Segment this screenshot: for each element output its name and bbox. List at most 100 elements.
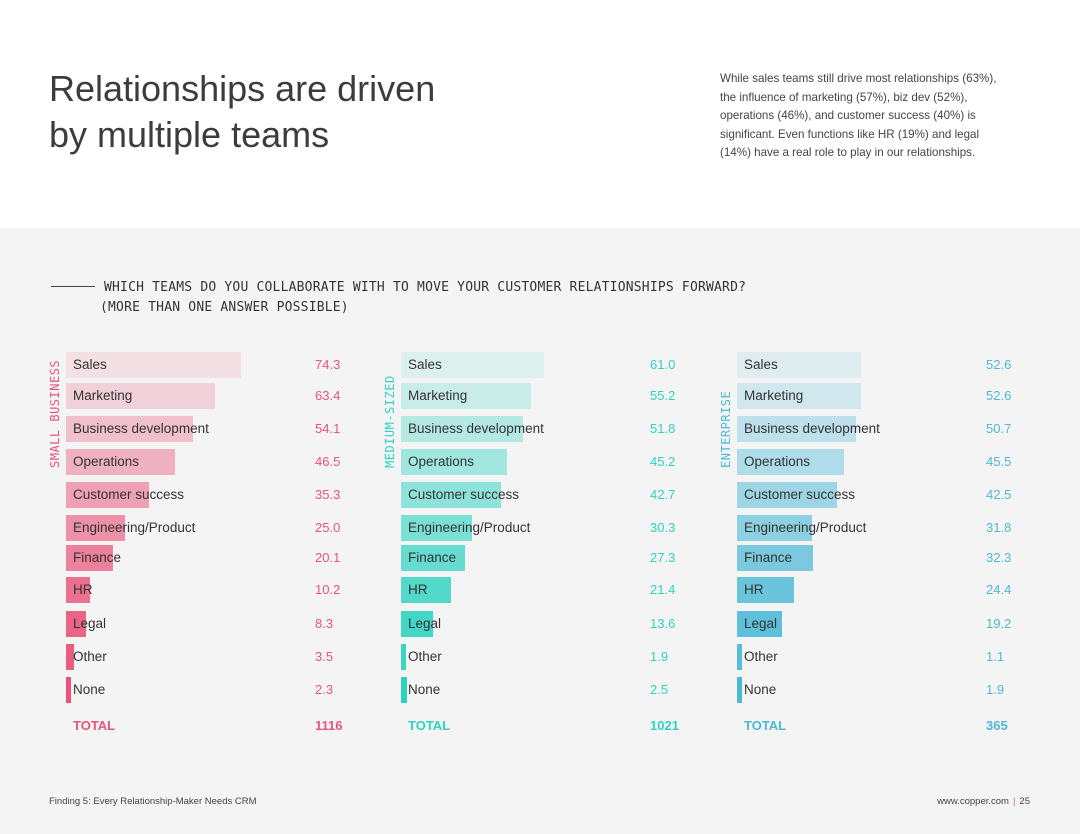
category-label: Legal [744, 616, 778, 631]
value-label: 24.4 [986, 582, 1012, 597]
total-value: 365 [986, 718, 1008, 733]
bar [66, 577, 90, 603]
bar [66, 383, 215, 409]
bar [401, 545, 466, 571]
footer-finding: Finding 5: Every Relationship-Maker Need… [49, 796, 257, 807]
bar [737, 644, 742, 670]
bar [401, 416, 523, 442]
bar [66, 416, 194, 442]
value-label: 1.9 [650, 649, 669, 664]
value-label: 42.5 [986, 487, 1012, 502]
bar [737, 383, 861, 409]
category-label: Customer success [408, 487, 520, 502]
bar [737, 545, 813, 571]
value-label: 2.5 [650, 682, 669, 697]
category-label: Customer success [744, 487, 856, 502]
category-label: Engineering/Product [408, 520, 531, 535]
category-label: HR [744, 582, 764, 597]
page-title: Relationships are driven by multiple tea… [49, 66, 509, 158]
bar [737, 515, 812, 541]
bar [737, 611, 783, 637]
bar [66, 677, 72, 703]
bar [737, 352, 861, 378]
value-label: 31.8 [986, 520, 1012, 535]
category-label: Business development [744, 421, 880, 436]
chart-panel: WHICH TEAMS DO YOU COLLABORATE WITH TO M… [0, 228, 1080, 834]
bar [401, 677, 407, 703]
value-label: 13.6 [650, 616, 676, 631]
page-number: 25 [1019, 796, 1030, 807]
bar [66, 644, 75, 670]
category-label: Engineering/Product [73, 520, 196, 535]
segment-label-text: ENTERPRISE [719, 390, 733, 468]
value-label: 74.3 [315, 357, 341, 372]
value-label: 32.3 [986, 550, 1012, 565]
category-label: Other [408, 649, 442, 664]
header-section: Relationships are driven by multiple tea… [0, 0, 1080, 228]
category-label: Finance [744, 550, 793, 565]
intro-paragraph: While sales teams still drive most relat… [720, 72, 997, 159]
category-label: Marketing [408, 388, 468, 403]
bar [737, 416, 857, 442]
segment-label: ENTERPRISE [719, 348, 733, 478]
category-label: None [408, 682, 441, 697]
total-label: TOTAL [408, 718, 451, 733]
category-label: Marketing [73, 388, 133, 403]
value-label: 51.8 [650, 421, 676, 436]
value-label: 46.5 [315, 454, 341, 469]
bar [737, 449, 844, 475]
survey-question-line-2: (MORE THAN ONE ANSWER POSSIBLE) [100, 300, 349, 315]
survey-question-line-1: WHICH TEAMS DO YOU COLLABORATE WITH TO M… [104, 280, 747, 295]
bar [401, 644, 406, 670]
page-title-line-2: by multiple teams [49, 114, 330, 155]
value-label: 1.9 [986, 682, 1005, 697]
bar [66, 611, 86, 637]
segment-label: SMALL BUSINESS [48, 348, 62, 478]
value-label: 52.6 [986, 388, 1012, 403]
total-value: 1021 [650, 718, 679, 733]
bar [66, 482, 149, 508]
segment-label: MEDIUM-SIZED [383, 348, 397, 478]
value-label: 2.3 [315, 682, 334, 697]
question-rule [51, 286, 95, 287]
value-label: 21.4 [650, 582, 676, 597]
category-label: Operations [408, 454, 475, 469]
bar [401, 449, 508, 475]
value-label: 45.5 [986, 454, 1012, 469]
bar [401, 352, 545, 378]
total-label: TOTAL [73, 718, 116, 733]
category-label: Legal [408, 616, 442, 631]
total-value: 1116 [315, 718, 343, 733]
category-label: Customer success [73, 487, 185, 502]
bar [401, 611, 433, 637]
value-label: 1.1 [986, 649, 1005, 664]
bar [66, 352, 241, 378]
category-label: HR [73, 582, 93, 597]
value-label: 54.1 [315, 421, 341, 436]
category-label: Other [73, 649, 107, 664]
bar [401, 482, 502, 508]
category-label: Marketing [744, 388, 804, 403]
value-label: 45.2 [650, 454, 676, 469]
category-label: Business development [73, 421, 209, 436]
value-label: 52.6 [986, 357, 1012, 372]
bar [737, 482, 837, 508]
footer-site: www.copper.com [937, 796, 1009, 807]
value-label: 10.2 [315, 582, 341, 597]
value-label: 50.7 [986, 421, 1012, 436]
bar [401, 577, 452, 603]
category-label: None [73, 682, 106, 697]
bar [66, 449, 176, 475]
category-label: Legal [73, 616, 107, 631]
category-label: Sales [744, 357, 778, 372]
value-label: 27.3 [650, 550, 676, 565]
category-label: Finance [408, 550, 457, 565]
category-label: Other [744, 649, 778, 664]
value-label: 35.3 [315, 487, 341, 502]
value-label: 55.2 [650, 388, 676, 403]
value-label: 61.0 [650, 357, 676, 372]
segment-label-text: MEDIUM-SIZED [383, 375, 397, 468]
value-label: 3.5 [315, 649, 334, 664]
value-label: 25.0 [315, 520, 341, 535]
category-label: Finance [73, 550, 122, 565]
